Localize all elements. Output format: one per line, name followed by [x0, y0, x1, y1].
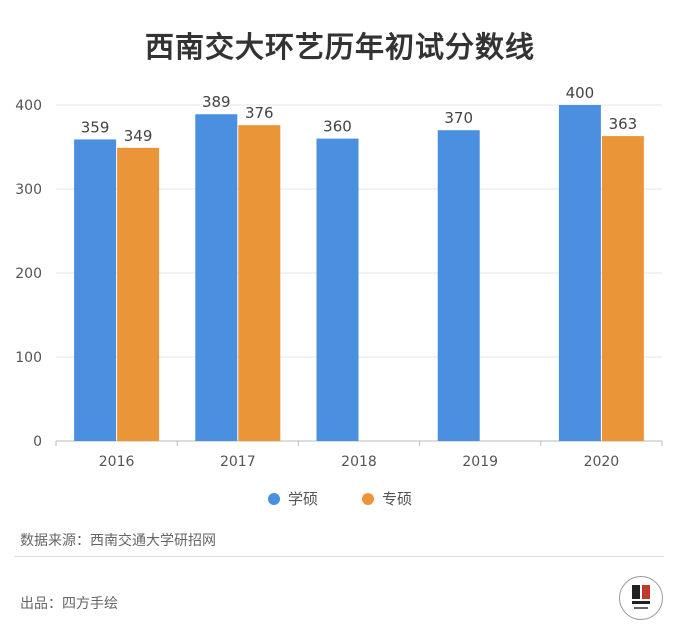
bar-chart: 0 100 200 300 400 359 349 389 376 360 370 400 363 2…	[15, 84, 663, 470]
x-tick-label: 2016	[99, 454, 135, 470]
data-label: 376	[245, 104, 274, 122]
divider	[14, 556, 664, 557]
data-label: 359	[81, 118, 110, 136]
legend-item-zhuanshuo[interactable]: 专硕	[362, 488, 412, 509]
bar-2016-xueshuo[interactable]	[74, 139, 117, 441]
data-label: 389	[202, 93, 231, 111]
x-tick-label: 2017	[220, 454, 256, 470]
bar-2016-zhuanshuo[interactable]	[117, 147, 160, 441]
x-tick-label: 2020	[584, 454, 620, 470]
y-tick-label: 300	[15, 182, 42, 198]
x-tick-label: 2018	[341, 454, 377, 470]
sifang-logo-icon	[619, 576, 663, 620]
legend-label-zhuanshuo: 专硕	[382, 490, 413, 508]
data-label: 400	[566, 84, 595, 102]
bar-2018-xueshuo[interactable]	[316, 138, 359, 441]
bar-2019-xueshuo[interactable]	[437, 130, 480, 441]
y-tick-label: 200	[15, 266, 42, 282]
data-label: 363	[609, 115, 638, 133]
bar-2020-xueshuo[interactable]	[558, 105, 601, 441]
credit: 出品：四方手绘	[20, 596, 118, 612]
data-label: 349	[124, 127, 153, 145]
y-tick-label: 0	[33, 434, 42, 450]
bar-2017-zhuanshuo[interactable]	[238, 125, 281, 441]
legend-dot-xueshuo	[267, 492, 280, 505]
data-source: 数据来源：西南交通大学研招网	[20, 533, 216, 549]
y-tick-label: 400	[15, 98, 42, 114]
data-label: 370	[444, 109, 473, 127]
legend-label-xueshuo: 学硕	[287, 490, 318, 508]
legend-dot-zhuanshuo	[362, 492, 374, 505]
data-label: 360	[323, 118, 352, 136]
x-tick-label: 2019	[462, 454, 498, 470]
legend: 学硕 专硕	[0, 488, 680, 509]
y-tick-label: 100	[15, 350, 42, 366]
bar-2017-xueshuo[interactable]	[195, 114, 238, 442]
bar-2020-zhuanshuo[interactable]	[601, 136, 644, 441]
chart-title: 西南交大环艺历年初试分数线	[144, 30, 535, 64]
legend-item-xueshuo[interactable]: 学硕	[267, 488, 318, 509]
